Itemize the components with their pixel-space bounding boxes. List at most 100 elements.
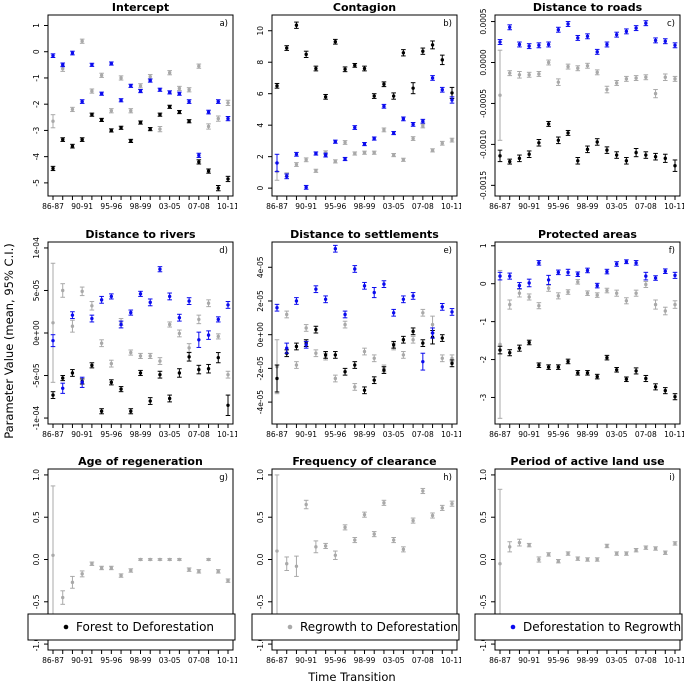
data-point [333,140,337,144]
data-point [556,270,561,275]
x-tick-label: 90-91 [519,656,541,665]
data-point [498,154,503,158]
data-point [352,385,357,389]
data-point [323,297,327,301]
data-point [294,23,298,27]
data-point [80,289,84,294]
data-point [372,532,376,536]
data-point [284,562,289,566]
y-tick-label: -4e-05 [256,390,265,415]
data-point [401,547,405,552]
data-point [673,163,678,168]
x-tick-label: 95-96 [100,430,122,439]
data-point [119,387,123,391]
data-point [411,338,415,342]
series-regrowth [274,474,454,628]
data-point [61,595,65,600]
data-point [333,553,337,557]
panel-letter: h) [443,473,452,483]
data-point [644,376,648,381]
data-point [226,372,230,377]
y-tick-label: 6 [256,91,265,96]
data-point [663,309,668,313]
data-point [148,74,152,79]
y-tick-label: -1 [479,318,488,326]
data-point [148,399,152,403]
y-tick-label: 4 [256,123,265,128]
y-tick-label: 2e-05 [256,290,265,312]
data-point [644,282,648,287]
data-point [226,303,230,307]
data-point [556,559,561,563]
panel-title: Period of active land use [511,455,665,468]
plot-frame [47,14,234,197]
data-point [401,297,405,301]
data-point [343,370,347,374]
y-tick-label: -0.0010 [479,130,488,159]
x-tick-label: 07-08 [412,202,434,211]
data-point [508,302,512,307]
data-point [167,71,172,75]
data-point [498,348,503,352]
legend-box [251,613,460,641]
x-tick-label: 07-08 [635,430,657,439]
panel-letter: b) [443,19,452,29]
x-tick-label: 90-91 [519,430,541,439]
data-point [401,353,405,357]
series-deforestation [50,266,231,394]
data-point [508,25,512,29]
data-point [430,148,434,153]
series-forest [274,325,454,395]
data-point [449,501,454,506]
x-tick-label: 86-87 [489,656,511,665]
y-tick-label: -2 [32,100,41,108]
data-point [362,349,366,354]
data-point [615,551,619,556]
data-point [498,342,503,347]
data-point [158,88,162,92]
data-point [576,159,580,163]
x-tick-label: 86-87 [266,656,288,665]
y-tick-label: 0.0005 [479,8,488,34]
panel-letter: a) [219,19,228,29]
data-point [216,569,220,574]
panel-d-chart: Distance to rivers d) 1e-04 5e-05 0e+00 -5e-0… [32,228,239,439]
data-point [119,126,123,130]
series-forest [274,21,454,100]
panel-h-chart: Frequency of clearance h) 1.0 0.5 0.0 -0.5 -1.… [251,455,463,665]
data-point [654,154,658,159]
y-tick-label: 0.0000 [479,49,488,75]
panel-protected-areas: Protected areas f) 1 0 -1 -2 -3 86-87 90-91 95-96… [461,228,685,455]
y-tick-label: -5 [32,179,41,187]
y-tick-label: -1e-04 [32,406,41,431]
data-point [99,566,104,570]
data-point [129,139,133,143]
data-point [420,124,425,128]
data-point [518,42,522,47]
data-point [547,278,551,282]
data-point [566,551,571,556]
data-point [138,557,143,562]
data-point [129,310,133,315]
x-tick-label: 03-05 [159,202,181,211]
data-point [80,99,84,104]
x-tick-label: 90-91 [295,202,317,211]
data-point [411,136,415,141]
panel-a-chart: Intercept a) 1 0 -1 -2 -3 -4 -5 86-87 90-91 95-96 98… [32,1,239,211]
data-point [644,545,648,550]
data-point [274,84,279,88]
data-point [498,274,503,278]
y-tick-label: -0.0005 [479,89,488,118]
data-point [547,60,551,65]
data-point [372,136,376,141]
data-point [70,51,75,55]
y-tick-label: -0.5 [256,594,265,609]
data-point [527,73,532,77]
data-point [615,262,619,266]
data-point [605,87,609,92]
data-point [90,89,94,93]
data-point [148,300,152,305]
data-point [556,80,561,84]
x-tick-label: 10-11 [441,202,461,211]
